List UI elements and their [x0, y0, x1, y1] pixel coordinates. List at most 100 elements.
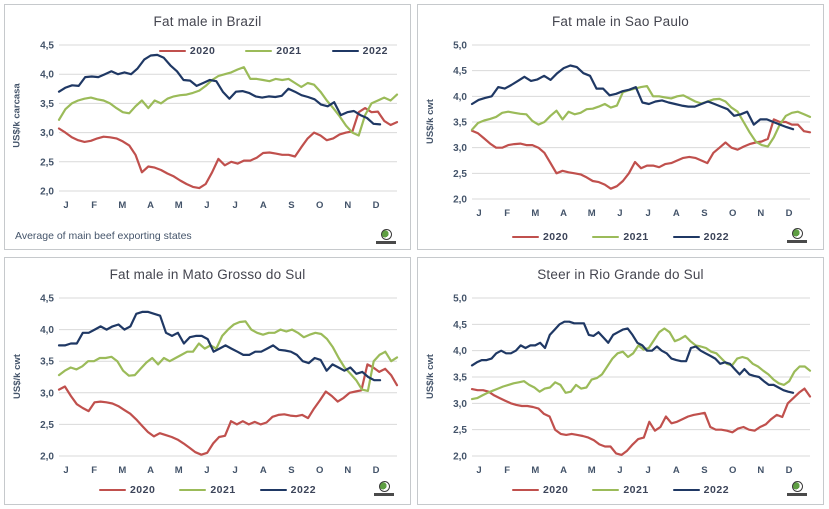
- chart-title: Fat male in Brazil: [153, 14, 262, 29]
- legend-item: 2020: [98, 484, 156, 496]
- svg-text:J: J: [476, 208, 481, 219]
- globe-icon: [378, 480, 390, 492]
- svg-text:5,0: 5,0: [453, 41, 467, 52]
- legend-item: 2022: [672, 231, 730, 243]
- svg-text:5,0: 5,0: [453, 294, 467, 305]
- legend: 2020 2021 2022: [5, 484, 410, 496]
- svg-text:J: J: [617, 208, 622, 219]
- legend-item: 2021: [245, 45, 301, 57]
- svg-text:A: A: [147, 465, 154, 476]
- svg-text:M: M: [118, 200, 126, 211]
- legend-label: 2021: [623, 231, 649, 243]
- legend-label: 2022: [362, 45, 388, 57]
- svg-text:A: A: [560, 465, 567, 476]
- svg-text:4,0: 4,0: [453, 92, 467, 103]
- svg-text:2,0: 2,0: [453, 452, 467, 463]
- svg-text:O: O: [729, 465, 736, 476]
- svg-text:3,5: 3,5: [453, 373, 467, 384]
- svg-text:4,5: 4,5: [453, 66, 467, 77]
- svg-text:S: S: [701, 208, 707, 219]
- svg-text:J: J: [476, 465, 481, 476]
- series-line-swatch: [179, 488, 207, 492]
- svg-text:3,5: 3,5: [40, 357, 54, 368]
- legend-item: 2022: [331, 45, 388, 57]
- globe-icon: [791, 480, 803, 492]
- svg-text:A: A: [673, 208, 680, 219]
- legend-label: 2020: [542, 231, 569, 243]
- chart-title: Fat male in Mato Grosso do Sul: [109, 267, 306, 282]
- source-footnote: Average of main beef exporting states: [15, 230, 192, 242]
- legend: 2020 2021 2022: [158, 45, 388, 57]
- legend-label: 2022: [290, 484, 317, 496]
- svg-text:2,5: 2,5: [453, 425, 467, 436]
- svg-text:3,0: 3,0: [40, 128, 54, 139]
- y-axis-label-wrap: US$/k cwt: [418, 288, 442, 464]
- svg-text:3,0: 3,0: [453, 143, 467, 154]
- svg-text:2,5: 2,5: [453, 169, 467, 180]
- svg-text:N: N: [344, 465, 351, 476]
- series-line-swatch: [511, 235, 539, 239]
- legend: 2020 2021 2022: [418, 484, 823, 496]
- series-line-swatch: [331, 49, 359, 53]
- legend-item: 2021: [592, 231, 648, 243]
- logo-wordmark-bar: [787, 492, 807, 496]
- svg-text:M: M: [531, 465, 539, 476]
- svg-text:D: D: [373, 200, 380, 211]
- svg-text:A: A: [673, 465, 680, 476]
- svg-text:4,5: 4,5: [453, 320, 467, 331]
- y-axis-label: US$/k cwt: [11, 353, 23, 399]
- legend-label: 2020: [129, 484, 156, 496]
- svg-text:3,5: 3,5: [453, 118, 467, 129]
- chart-title: Steer in Rio Grande do Sul: [537, 267, 704, 282]
- svg-text:3,5: 3,5: [40, 99, 54, 110]
- legend-label: 2021: [623, 484, 649, 496]
- legend: 2020 2021 2022: [418, 231, 823, 243]
- legend-label: 2021: [210, 484, 236, 496]
- svg-text:2,0: 2,0: [40, 452, 54, 463]
- svg-text:3,0: 3,0: [40, 388, 54, 399]
- series-line-swatch: [98, 488, 126, 492]
- logo-wordmark-bar: [374, 492, 394, 496]
- svg-text:S: S: [288, 465, 294, 476]
- svg-text:A: A: [147, 200, 154, 211]
- svg-text:J: J: [645, 465, 650, 476]
- series-line-swatch: [511, 488, 539, 492]
- svg-text:A: A: [560, 208, 567, 219]
- globe-logo: [376, 228, 396, 244]
- svg-text:3,0: 3,0: [453, 399, 467, 410]
- svg-text:J: J: [232, 465, 237, 476]
- chart-panel-sao-paulo: Fat male in Sao Paulo US$/k cwt 2,0 2,5 3,…: [417, 4, 824, 250]
- svg-text:J: J: [204, 200, 209, 211]
- svg-text:M: M: [175, 200, 183, 211]
- svg-text:J: J: [617, 465, 622, 476]
- series-line-swatch: [245, 49, 273, 53]
- svg-text:J: J: [63, 465, 68, 476]
- y-axis-label: US$/k cwt: [424, 98, 436, 144]
- svg-text:4,5: 4,5: [40, 41, 54, 52]
- svg-text:O: O: [729, 208, 736, 219]
- svg-text:N: N: [757, 465, 764, 476]
- legend-item: 2022: [259, 484, 317, 496]
- svg-text:F: F: [91, 200, 97, 211]
- svg-text:J: J: [645, 208, 650, 219]
- legend-item: 2022: [672, 484, 729, 496]
- y-axis-label-wrap: US$/k cwt: [418, 35, 442, 207]
- svg-text:M: M: [588, 465, 596, 476]
- svg-text:F: F: [91, 465, 97, 476]
- chart-title: Fat male in Sao Paulo: [551, 14, 690, 29]
- svg-text:F: F: [504, 465, 510, 476]
- svg-text:M: M: [531, 208, 539, 219]
- svg-text:J: J: [204, 465, 209, 476]
- svg-text:O: O: [316, 465, 323, 476]
- svg-text:O: O: [316, 200, 323, 211]
- legend-item: 2020: [158, 45, 216, 57]
- line-chart-mato-grosso: 2,0 2,5 3,0 3,5 4,0 4,5 J F M A M J J A S O N D: [40, 294, 399, 476]
- svg-text:4,5: 4,5: [40, 294, 54, 305]
- y-axis-label: US$/k cwt: [424, 353, 436, 399]
- legend-label: 2020: [189, 45, 216, 57]
- svg-text:N: N: [757, 208, 764, 219]
- svg-text:2,0: 2,0: [453, 195, 467, 206]
- svg-text:D: D: [373, 465, 380, 476]
- legend-label: 2022: [703, 231, 730, 243]
